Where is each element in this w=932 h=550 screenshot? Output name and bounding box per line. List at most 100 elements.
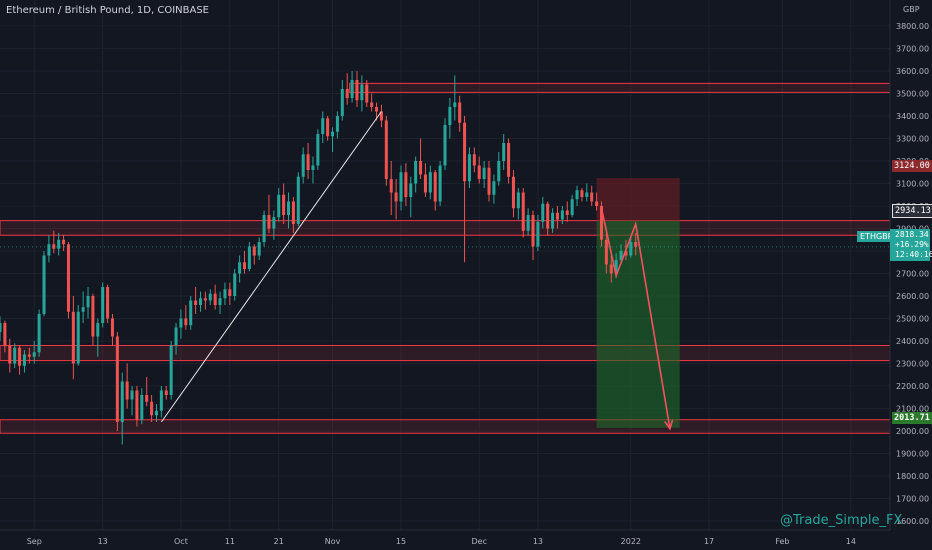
- candle-body: [194, 300, 198, 305]
- candle-body: [140, 395, 144, 420]
- price-tick-label: 2200.00: [896, 382, 929, 391]
- time-tick-label: Dec: [471, 537, 486, 546]
- candle-body: [355, 80, 359, 101]
- candle-body: [546, 203, 550, 229]
- candle-body: [497, 161, 501, 182]
- short-position-tool[interactable]: [596, 178, 680, 428]
- candle-body: [619, 251, 623, 260]
- candle-body: [179, 318, 183, 328]
- time-tick-label: 13: [98, 537, 108, 546]
- candle-body: [409, 183, 413, 197]
- candle-body: [213, 293, 217, 305]
- price-tick-label: 2400.00: [896, 337, 929, 346]
- time-tick-label: 11: [225, 537, 235, 546]
- take-profit-price-label: 2013.71: [892, 412, 932, 424]
- candle-body: [0, 323, 2, 332]
- candle-body: [71, 311, 75, 364]
- candle-body: [228, 289, 232, 296]
- candle-body: [233, 273, 237, 296]
- candle-body: [301, 154, 305, 177]
- time-axis[interactable]: Sep 13 Oct 11 21 Nov 15 Dec 13 2022 17 Feb 14: [0, 529, 890, 546]
- candle-body: [22, 354, 26, 366]
- candle-body: [27, 354, 31, 357]
- candle-body: [443, 125, 447, 166]
- candle-body: [335, 116, 339, 132]
- candle-body: [66, 244, 70, 312]
- candle-body: [345, 89, 349, 98]
- candle-body: [272, 217, 276, 229]
- price-axis-bg: [890, 0, 932, 550]
- candle-body: [467, 154, 471, 182]
- candle-body: [291, 201, 295, 224]
- price-tick-label: 1600.00: [896, 517, 929, 526]
- price-tick-label: 1800.00: [896, 472, 929, 481]
- candle-body: [120, 381, 124, 422]
- candle-body: [350, 80, 354, 98]
- candle-body: [438, 165, 442, 202]
- candle-body: [326, 118, 330, 137]
- candle-body: [296, 176, 300, 224]
- time-tick-label: 13: [533, 537, 543, 546]
- candle-body: [585, 192, 589, 197]
- candle-body: [174, 327, 178, 346]
- candle-body: [81, 307, 85, 312]
- last-price-box: 2818.34 +16.29% 12:40:16: [890, 229, 932, 261]
- candle-body: [150, 401, 154, 416]
- candle-body: [86, 296, 90, 308]
- candle-body: [419, 161, 423, 175]
- candle-body: [242, 262, 247, 269]
- candle-body: [502, 143, 506, 161]
- candle-body: [287, 201, 291, 215]
- candle-body: [331, 131, 335, 137]
- candle-body: [458, 102, 462, 123]
- author-watermark: @Trade_Simple_FX: [780, 513, 903, 528]
- candle-body: [624, 251, 628, 256]
- candle-body: [208, 293, 212, 301]
- candle-body: [463, 122, 467, 182]
- candle-body: [184, 318, 188, 326]
- trendline: [160, 111, 382, 423]
- price-tick-label: 1700.00: [896, 495, 929, 504]
- drawn-lines[interactable]: [0, 111, 890, 431]
- price-tick-label: 3600.00: [896, 67, 929, 76]
- candle-body: [198, 298, 203, 305]
- candle-body: [106, 287, 110, 319]
- candle-body: [423, 174, 427, 193]
- price-tick-label: 2000.00: [896, 427, 929, 436]
- candle-body: [42, 255, 46, 314]
- price-tick-label: 2700.00: [896, 270, 929, 279]
- candle-body: [164, 390, 168, 395]
- candle-body: [311, 165, 315, 170]
- candle-body: [321, 118, 325, 134]
- candle-body: [384, 120, 388, 179]
- candle-body: [472, 154, 476, 166]
- candle-body: [492, 181, 496, 195]
- price-tick-label: 3700.00: [896, 45, 929, 54]
- candle-body: [115, 336, 119, 422]
- candle-body: [130, 390, 134, 400]
- price-tick-label: 2600.00: [896, 292, 929, 301]
- price-tick-label: 3500.00: [896, 90, 929, 99]
- candle-body: [595, 201, 599, 206]
- candle-body: [76, 311, 80, 364]
- candle-body: [370, 102, 374, 107]
- candle-body: [13, 347, 17, 364]
- price-axis[interactable]: 1600.00 1700.00 1800.00 1900.00 2000.00 2100.…: [889, 0, 932, 550]
- candle-body: [453, 102, 457, 107]
- take-profit-zone: [596, 220, 680, 428]
- candle-body: [125, 381, 129, 400]
- projection-path: [600, 208, 671, 429]
- candle-body: [599, 206, 603, 240]
- candle-body: [614, 260, 618, 274]
- candle-body: [340, 89, 344, 116]
- candle-body: [521, 192, 525, 231]
- candle-body: [218, 298, 222, 305]
- candle-body: [316, 134, 320, 166]
- projection-arrowhead: [664, 419, 674, 431]
- candle-body: [560, 210, 564, 220]
- candle-body: [541, 203, 545, 222]
- price-tick-label: 3100.00: [896, 180, 929, 189]
- candle-body: [282, 194, 286, 215]
- time-tick-label: Oct: [174, 537, 188, 546]
